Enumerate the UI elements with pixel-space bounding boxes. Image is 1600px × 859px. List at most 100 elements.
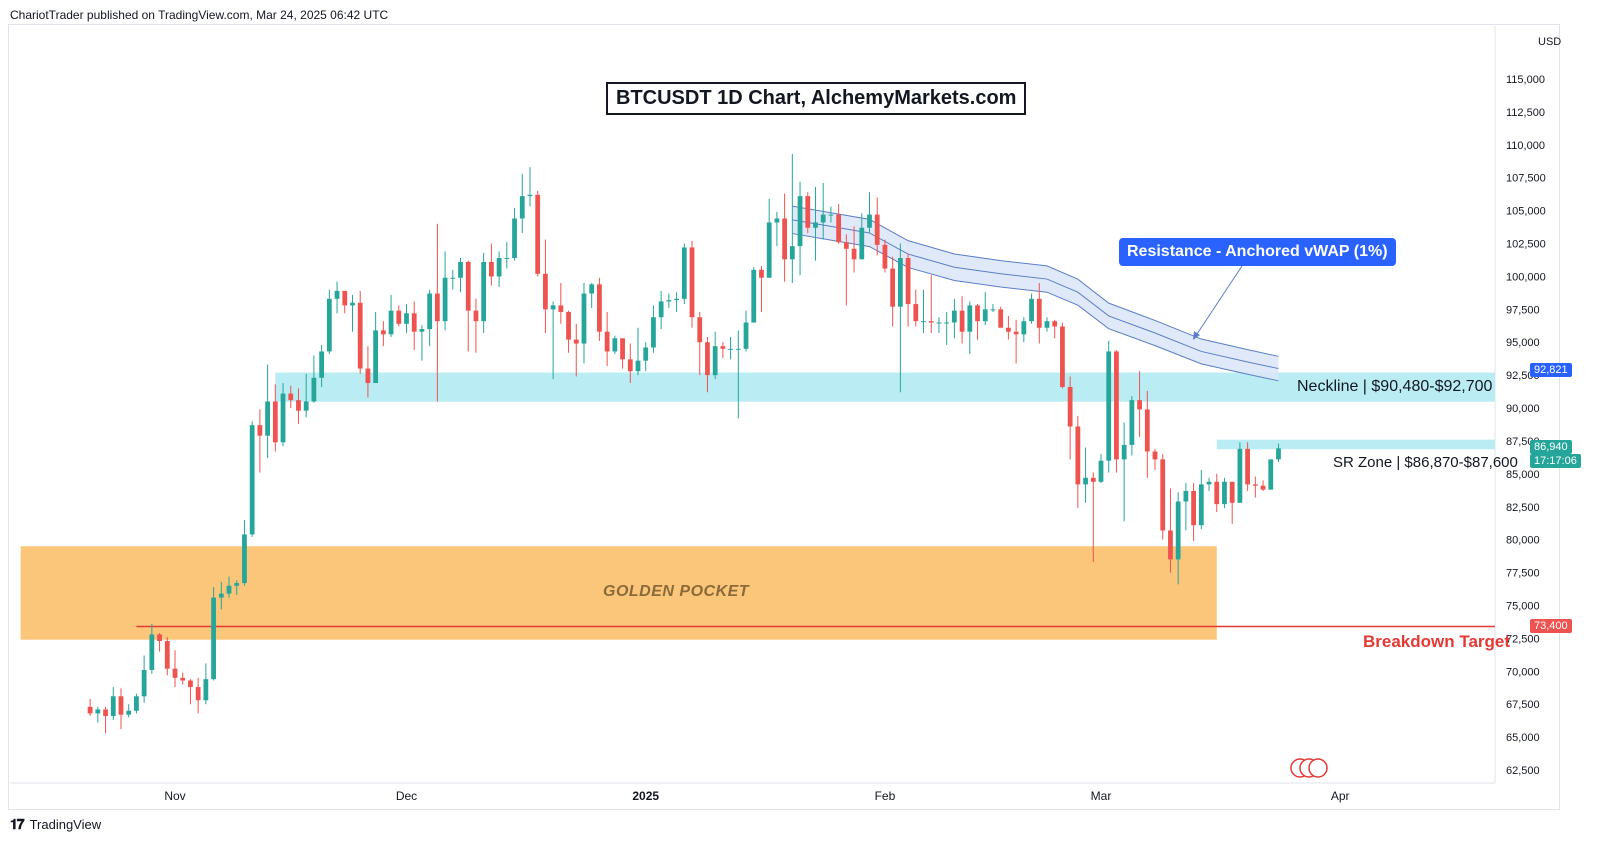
x-tick-label: Mar [1091,789,1112,803]
candle-body [874,214,880,245]
candle-body [805,196,811,228]
candle-body [990,309,996,311]
candle-body [720,346,726,349]
y-tick-label: 85,000 [1506,469,1540,481]
candle-body [735,348,741,350]
breakdown-target-label: Breakdown Target [1363,632,1511,651]
candle-body [897,258,903,307]
candle-body [597,284,602,332]
y-tick-label: 102,500 [1506,239,1546,251]
candle-body [95,709,101,714]
candle-body [882,244,888,269]
candle-body [1260,485,1266,490]
candle-body [1245,448,1251,485]
candle-body [311,377,317,402]
candle-body [843,242,849,249]
candle-body [1052,321,1058,327]
candle-body [488,261,494,277]
candle-body [103,709,108,717]
candle-body [820,214,826,223]
candle-body [1114,351,1119,460]
candle-body [681,247,687,299]
candle-body [1129,400,1135,445]
vwap-band-fill [792,206,1279,381]
candle-body [434,293,440,322]
candle-body [558,305,564,312]
candle-body [211,597,216,680]
vwap-arrow-line [1194,265,1243,338]
chart-frame [8,24,1560,810]
candle-body [959,310,965,332]
candle-body [1191,490,1196,526]
candle-body [550,305,556,310]
neckline-annotation-label: Neckline | $90,480-$92,700 [1297,378,1493,395]
candle-body [481,261,487,322]
y-tick-label: 77,500 [1506,568,1540,580]
candle-body [326,298,332,352]
candle-body [519,196,525,219]
candle-body [180,677,186,681]
y-tick-label: 112,500 [1506,107,1545,119]
candle-body [334,290,340,299]
candle-body [296,400,301,411]
target-price-tag: 73,400 [1530,618,1572,633]
candle-body [766,222,772,278]
currency-label: USD [1538,36,1562,48]
candle-body [1198,484,1204,526]
candle-body [1175,501,1181,560]
us-event-icon [1308,758,1328,778]
candle-body [712,346,718,376]
candle-body [759,269,764,278]
candle-body [496,258,502,277]
candle-body [936,322,942,324]
vwap-lower-line [792,233,1279,382]
candle-body [1276,448,1281,460]
last-price-tag: 86,940 [1530,440,1572,455]
candle-body [365,368,371,384]
candle-body [1060,326,1065,387]
candle-body [666,300,672,302]
candle-body [1222,481,1227,505]
candle-body [388,310,394,335]
candle-body [1168,530,1173,560]
countdown-tag: 17:17:06 [1530,454,1581,469]
publisher-header: ChariotTrader published on TradingView.c… [10,8,389,22]
vwap-annotation-label[interactable]: Resistance - Anchored vWAP (1%) [1119,238,1396,266]
candle-body [1006,327,1011,332]
footer: 𝟏𝟕 TradingView [10,816,101,833]
tradingview-logo-icon[interactable]: 𝟏𝟕 [10,816,25,832]
golden-pocket-label: GOLDEN POCKET [603,583,750,600]
candle-body [1160,459,1166,531]
candle-body [913,304,919,322]
x-tick-label: Nov [164,789,185,803]
candle-body [967,305,973,332]
candle-body [1252,484,1258,486]
candle-body [288,393,294,401]
candle-body [535,194,541,274]
candle-body [782,218,788,260]
candle-body [1206,481,1212,485]
footer-brand[interactable]: TradingView [29,817,102,832]
candle-body [342,290,348,306]
candle-body [728,348,733,350]
chart-title: BTCUSDT 1D Chart, AlchemyMarkets.com [606,82,1027,115]
candle-body [164,641,170,669]
y-tick-label: 72,500 [1506,633,1540,645]
candle-body [350,302,355,306]
candle-body [134,696,139,711]
candle-body [1214,481,1220,505]
candle-body [859,227,865,260]
y-tick-label: 82,500 [1506,502,1540,514]
candle-body [149,634,155,670]
candle-body [1144,409,1150,452]
y-tick-label: 67,500 [1506,699,1540,711]
y-tick-label: 105,000 [1506,206,1546,218]
x-tick-label: 2025 [632,789,659,803]
candle-body [157,634,162,642]
candle-body [975,305,980,322]
candle-body [851,248,857,260]
y-tick-label: 65,000 [1506,732,1540,744]
candle-body [982,309,988,322]
candle-body [411,313,417,332]
